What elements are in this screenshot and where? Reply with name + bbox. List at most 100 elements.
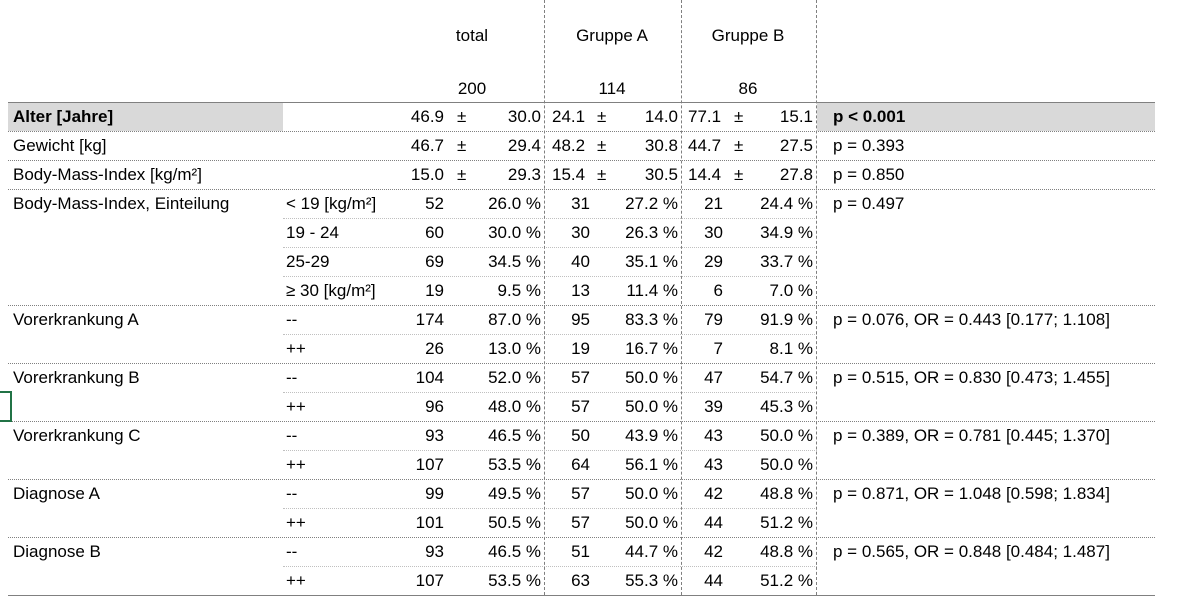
groupb-n: 30 (704, 223, 723, 242)
p-value: p = 0.515, OR = 0.830 [0.473; 1.455] (833, 368, 1110, 387)
category-label: ++ (286, 513, 306, 532)
total-percent: 87.0 % (488, 310, 541, 329)
total-n: 60 (425, 223, 444, 242)
total-n: 101 (415, 513, 444, 532)
subrow-divider (283, 508, 817, 509)
total-n: 104 (415, 368, 444, 387)
row-highlight (8, 103, 283, 131)
groupb-percent: 91.9 % (760, 310, 813, 329)
groupa-percent: 11.4 % (626, 281, 678, 300)
row-label: Body-Mass-Index, Einteilung (13, 194, 230, 213)
total-n: 107 (415, 455, 444, 474)
total-percent: 53.5 % (488, 455, 541, 474)
groupa-percent: 50.0 % (625, 513, 678, 532)
column-divider-pvalue (816, 0, 817, 595)
groupb-n: 44 (704, 513, 723, 532)
groupa-n: 19 (571, 339, 590, 358)
total-percent: 13.0 % (488, 339, 541, 358)
p-value: p = 0.497 (833, 194, 905, 213)
header-count-2: 86 (738, 79, 758, 98)
block-divider (8, 363, 1155, 364)
groupa-n: 51 (571, 542, 590, 561)
total-mean: 15.0 (410, 165, 444, 184)
block-divider (8, 479, 1155, 480)
groupa-n: 50 (571, 426, 590, 445)
total-n: 107 (415, 571, 444, 590)
subrow-divider (283, 450, 817, 451)
row-label: Diagnose B (13, 542, 101, 561)
groupb-percent: 8.1 % (769, 339, 813, 358)
groupb-mean: 14.4 (688, 165, 722, 184)
row-label: Gewicht [kg] (13, 136, 107, 155)
groupb-n: 42 (704, 542, 723, 561)
groupb-n: 44 (704, 571, 723, 590)
groupa-n: 57 (571, 484, 590, 503)
total-percent: 46.5 % (488, 542, 541, 561)
groupb-percent: 48.8 % (760, 542, 813, 561)
groupb-n: 79 (704, 310, 723, 329)
category-label: ++ (286, 339, 306, 358)
subrow-divider (283, 566, 817, 567)
table-bottom-border (8, 595, 1155, 596)
groupb-percent: 33.7 % (760, 252, 813, 271)
header-group-2: Gruppe B (711, 26, 785, 45)
groupa-mean: 15.4 (552, 165, 586, 184)
groupa-n: 31 (571, 194, 590, 213)
groupa-mean: 24.1 (552, 107, 586, 126)
groupb-percent: 51.2 % (760, 513, 813, 532)
groupa-n: 64 (571, 455, 590, 474)
total-plusminus: ± (457, 107, 467, 126)
total-plusminus: ± (457, 136, 467, 155)
total-percent: 9.5 % (497, 281, 541, 300)
column-divider-groupb (681, 0, 682, 595)
category-label: < 19 [kg/m²] (286, 194, 377, 213)
groupb-percent: 51.2 % (760, 571, 813, 590)
groupb-percent: 50.0 % (760, 426, 813, 445)
groupb-sd: 15.1 (779, 107, 813, 126)
row-label: Vorerkrankung A (13, 310, 139, 329)
total-n: 174 (415, 310, 444, 329)
subrow-divider (283, 276, 817, 277)
groupa-percent: 35.1 % (625, 252, 678, 271)
groupa-percent: 50.0 % (625, 484, 678, 503)
groupa-percent: 26.3 % (625, 223, 678, 242)
total-percent: 30.0 % (488, 223, 541, 242)
groupb-n: 6 (713, 281, 723, 300)
groupb-percent: 24.4 % (760, 194, 813, 213)
total-percent: 34.5 % (488, 252, 541, 271)
category-label: ≥ 30 [kg/m²] (286, 281, 376, 300)
selected-cell-indicator[interactable] (0, 391, 12, 422)
groupb-n: 47 (704, 368, 723, 387)
category-label: 19 - 24 (286, 223, 339, 242)
total-plusminus: ± (457, 165, 467, 184)
groupb-n: 42 (704, 484, 723, 503)
groupb-percent: 50.0 % (760, 455, 813, 474)
groupa-percent: 50.0 % (625, 397, 678, 416)
total-n: 69 (425, 252, 444, 271)
p-value: p = 0.393 (833, 136, 905, 155)
total-percent: 52.0 % (488, 368, 541, 387)
total-n: 26 (425, 339, 444, 358)
category-label: ++ (286, 571, 306, 590)
row-divider (8, 160, 1155, 161)
category-label: ++ (286, 397, 306, 416)
category-label: -- (286, 484, 298, 503)
block-divider (8, 537, 1155, 538)
groupa-n: 57 (571, 513, 590, 532)
groupa-n: 57 (571, 397, 590, 416)
p-value: p = 0.565, OR = 0.848 [0.484; 1.487] (833, 542, 1110, 561)
groupa-n: 63 (571, 571, 590, 590)
groupb-n: 43 (704, 455, 723, 474)
subrow-divider (283, 218, 817, 219)
groupa-percent: 50.0 % (625, 368, 678, 387)
groupa-percent: 56.1 % (625, 455, 678, 474)
groupa-sd: 14.0 (644, 107, 678, 126)
subrow-divider (283, 392, 817, 393)
header-group-1: Gruppe A (576, 26, 648, 45)
groupb-plusminus: ± (734, 107, 744, 126)
row-divider (8, 131, 1155, 132)
groupa-sd: 30.5 (644, 165, 678, 184)
row-label: Vorerkrankung C (13, 426, 141, 445)
groupa-percent: 27.2 % (625, 194, 678, 213)
total-percent: 50.5 % (488, 513, 541, 532)
